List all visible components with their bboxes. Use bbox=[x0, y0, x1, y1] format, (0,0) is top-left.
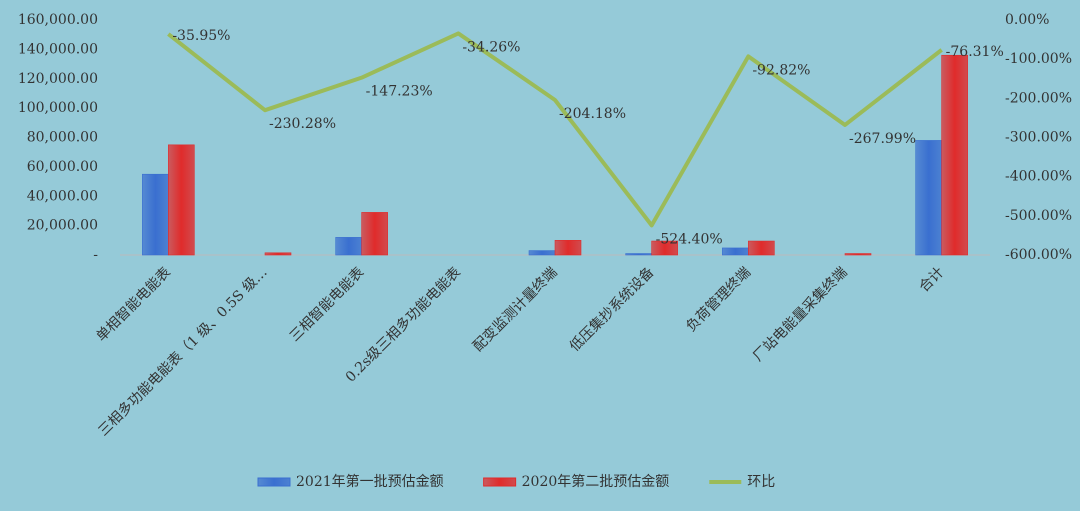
data-label: -35.95% bbox=[172, 28, 230, 44]
bar bbox=[651, 240, 678, 256]
x-tick-label: 负荷管理终端 bbox=[683, 264, 754, 335]
data-label: -204.18% bbox=[559, 106, 626, 122]
bar bbox=[625, 253, 652, 256]
y-tick-label: 80,000.00 bbox=[27, 130, 98, 146]
y-tick-label: - bbox=[93, 247, 98, 263]
bar bbox=[748, 240, 775, 256]
data-label: -230.28% bbox=[269, 116, 336, 132]
legend-swatch bbox=[483, 477, 517, 487]
y2-tick-label: -200.00% bbox=[1005, 90, 1072, 106]
x-tick-label: 厂站电能量采集终端 bbox=[750, 264, 851, 365]
y2-tick-label: -400.00% bbox=[1005, 169, 1072, 185]
bar bbox=[264, 252, 292, 256]
data-label: -92.82% bbox=[752, 62, 810, 78]
legend-swatch bbox=[257, 477, 291, 487]
x-tick-label: 三相多功能电能表（1 级、0.5S 级… bbox=[95, 264, 271, 440]
y2-tick-label: -600.00% bbox=[1005, 247, 1072, 263]
legend-label: 2020年第二批预估金额 bbox=[522, 473, 670, 490]
bar bbox=[722, 247, 749, 256]
bar bbox=[554, 240, 582, 256]
data-label: -524.40% bbox=[656, 231, 723, 247]
bar bbox=[941, 54, 968, 256]
y-tick-label: 40,000.00 bbox=[27, 188, 98, 204]
x-tick-label: 单相智能电能表 bbox=[93, 264, 174, 345]
data-label: -267.99% bbox=[849, 131, 916, 147]
y-tick-label: 120,000.00 bbox=[18, 71, 98, 87]
y-tick-label: 160,000.00 bbox=[18, 12, 98, 28]
legend-label: 环比 bbox=[747, 474, 775, 490]
bar bbox=[142, 173, 169, 256]
x-tick-label: 三相智能电能表 bbox=[287, 264, 368, 345]
x-tick-label: 配变监测计量终端 bbox=[470, 264, 561, 355]
bar bbox=[528, 250, 556, 256]
y2-tick-label: -500.00% bbox=[1005, 208, 1072, 224]
y-tick-label: 100,000.00 bbox=[18, 100, 98, 116]
data-label: -147.23% bbox=[366, 84, 433, 100]
y-tick-label: 60,000.00 bbox=[27, 159, 98, 175]
y2-tick-label: -300.00% bbox=[1005, 130, 1072, 146]
data-label: -76.31% bbox=[946, 44, 1004, 60]
bar bbox=[844, 253, 872, 256]
bar bbox=[915, 140, 942, 256]
x-tick-label: 低压集抄系统设备 bbox=[566, 264, 657, 355]
bar bbox=[168, 144, 195, 256]
legend-label: 2021年第一批预估金额 bbox=[296, 473, 444, 490]
bar bbox=[361, 212, 388, 256]
y2-tick-label: -100.00% bbox=[1005, 51, 1072, 67]
y2-tick-label: 0.00% bbox=[1005, 12, 1049, 28]
x-tick-label: 合计 bbox=[916, 264, 947, 295]
line bbox=[167, 31, 943, 228]
data-label: -34.26% bbox=[462, 39, 520, 55]
bar bbox=[335, 237, 362, 256]
y-tick-label: 140,000.00 bbox=[18, 41, 98, 57]
y-tick-label: 20,000.00 bbox=[27, 218, 98, 234]
